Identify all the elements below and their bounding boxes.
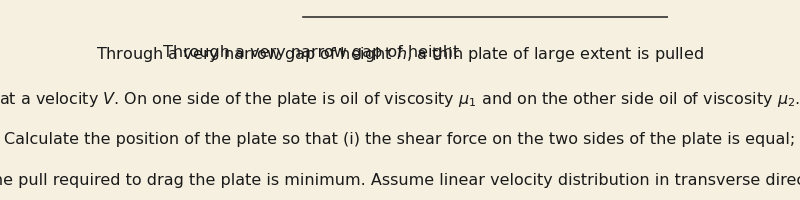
Text: Calculate the position of the plate so that (i) the shear force on the two sides: Calculate the position of the plate so t… (4, 132, 796, 147)
Text: Through a very narrow gap of height: Through a very narrow gap of height (163, 45, 464, 60)
Text: (ii) the pull required to drag the plate is minimum. Assume linear velocity dist: (ii) the pull required to drag the plate… (0, 173, 800, 188)
Text: at a velocity $V$. On one side of the plate is oil of viscosity $\mu_1$ and on t: at a velocity $V$. On one side of the pl… (0, 90, 800, 109)
Text: Through a very narrow gap of height $h$, a thin plate of large extent is pulled: Through a very narrow gap of height $h$,… (96, 45, 704, 64)
